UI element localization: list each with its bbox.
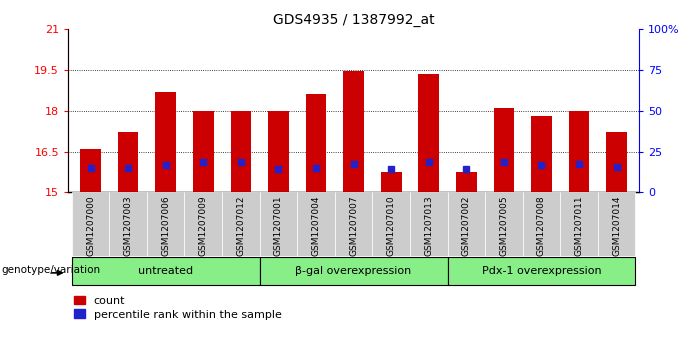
Bar	[560, 192, 598, 256]
Bar	[80, 149, 101, 192]
Bar	[260, 257, 447, 285]
Bar	[260, 192, 297, 256]
Text: GSM1207005: GSM1207005	[499, 196, 509, 256]
Text: GSM1207002: GSM1207002	[462, 196, 471, 256]
Bar	[381, 172, 401, 192]
Text: β-gal overexpression: β-gal overexpression	[296, 266, 411, 276]
Text: GSM1207010: GSM1207010	[387, 196, 396, 256]
Bar	[72, 257, 260, 285]
Bar	[118, 132, 139, 192]
Text: GSM1207013: GSM1207013	[424, 196, 433, 256]
Bar	[418, 74, 439, 192]
Text: GSM1207001: GSM1207001	[274, 196, 283, 256]
Bar	[155, 92, 176, 192]
Bar	[410, 192, 447, 256]
Text: GSM1207009: GSM1207009	[199, 196, 208, 256]
Bar	[72, 192, 109, 256]
Bar	[447, 192, 485, 256]
Text: GSM1207004: GSM1207004	[311, 196, 320, 256]
Text: GSM1207006: GSM1207006	[161, 196, 170, 256]
Bar	[231, 111, 251, 192]
Text: genotype/variation: genotype/variation	[1, 265, 101, 275]
Bar	[456, 172, 477, 192]
Bar	[494, 108, 514, 192]
Text: GSM1207008: GSM1207008	[537, 196, 546, 256]
Bar	[222, 192, 260, 256]
Legend: count, percentile rank within the sample: count, percentile rank within the sample	[73, 296, 282, 319]
Text: GSM1207011: GSM1207011	[575, 196, 583, 256]
Bar	[485, 192, 523, 256]
Bar	[523, 192, 560, 256]
Bar	[306, 94, 326, 192]
Bar	[598, 192, 635, 256]
Bar	[184, 192, 222, 256]
Text: GSM1207000: GSM1207000	[86, 196, 95, 256]
Title: GDS4935 / 1387992_at: GDS4935 / 1387992_at	[273, 13, 435, 26]
Bar	[335, 192, 373, 256]
Bar	[447, 257, 635, 285]
Bar	[268, 111, 289, 192]
Text: untreated: untreated	[138, 266, 193, 276]
Bar	[193, 111, 214, 192]
Text: GSM1207007: GSM1207007	[349, 196, 358, 256]
Bar	[109, 192, 147, 256]
Bar	[568, 111, 590, 192]
Bar	[343, 71, 364, 192]
Text: Pdx-1 overexpression: Pdx-1 overexpression	[481, 266, 601, 276]
Bar	[373, 192, 410, 256]
Text: GSM1207014: GSM1207014	[612, 196, 621, 256]
Bar	[531, 116, 552, 192]
Bar	[607, 132, 627, 192]
Text: GSM1207003: GSM1207003	[124, 196, 133, 256]
Bar	[147, 192, 184, 256]
Text: GSM1207012: GSM1207012	[237, 196, 245, 256]
Bar	[297, 192, 335, 256]
